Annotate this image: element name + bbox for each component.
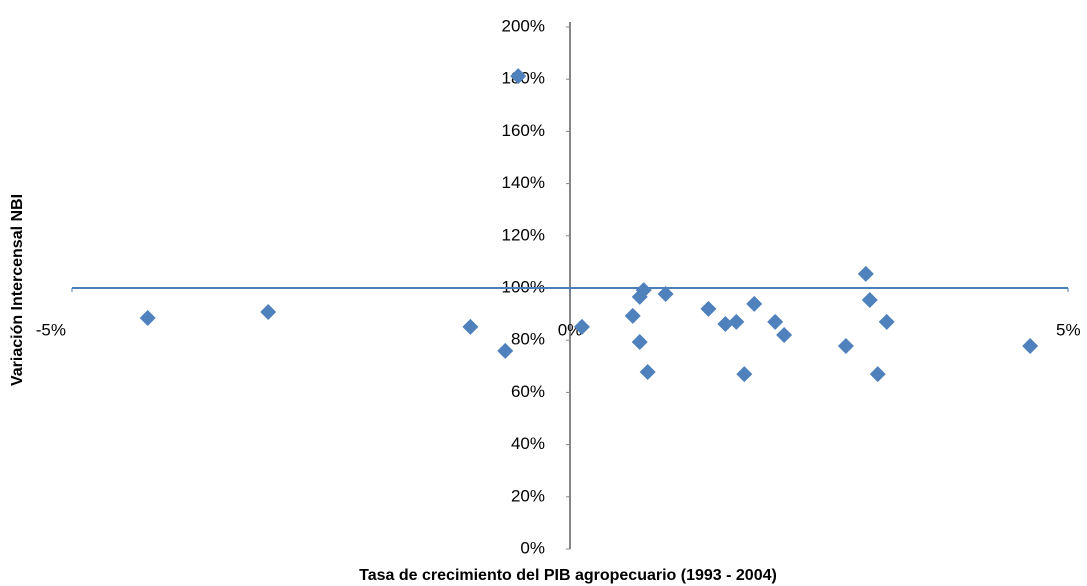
point bbox=[657, 286, 674, 303]
point bbox=[631, 334, 648, 351]
y-tick-label: 40% bbox=[511, 434, 545, 453]
point bbox=[139, 310, 156, 327]
point bbox=[878, 313, 895, 330]
point bbox=[869, 366, 886, 383]
y-tick-label: 0% bbox=[520, 538, 545, 557]
y-tick-label: 160% bbox=[502, 121, 545, 140]
point bbox=[573, 318, 590, 335]
y-tick-label: 80% bbox=[511, 330, 545, 349]
y-tick-label: 120% bbox=[502, 225, 545, 244]
y-axis-title: Variación Intercensal NBI bbox=[9, 194, 26, 386]
x-tick-label: 5% bbox=[1056, 320, 1081, 339]
point bbox=[510, 68, 527, 85]
y-tick-label: 20% bbox=[511, 486, 545, 505]
point bbox=[497, 342, 514, 359]
y-tick-label: 140% bbox=[502, 173, 545, 192]
x-axis-title: Tasa de crecimiento del PIB agropecuario… bbox=[359, 567, 777, 584]
point bbox=[635, 282, 652, 299]
point bbox=[639, 364, 656, 381]
point bbox=[717, 316, 734, 333]
y-tick-label: 100% bbox=[502, 277, 545, 296]
point bbox=[1022, 337, 1039, 354]
point bbox=[700, 300, 717, 317]
y-tick-label: 200% bbox=[502, 16, 545, 35]
point bbox=[767, 313, 784, 330]
y-tick-label: 60% bbox=[511, 382, 545, 401]
point bbox=[260, 304, 277, 321]
point bbox=[746, 295, 763, 312]
point bbox=[837, 337, 854, 354]
x-tick-label: -5% bbox=[36, 320, 66, 339]
point bbox=[736, 366, 753, 383]
point bbox=[462, 318, 479, 335]
point bbox=[776, 326, 793, 343]
point bbox=[624, 307, 641, 324]
point bbox=[857, 265, 874, 282]
point bbox=[728, 313, 745, 330]
point bbox=[861, 292, 878, 309]
